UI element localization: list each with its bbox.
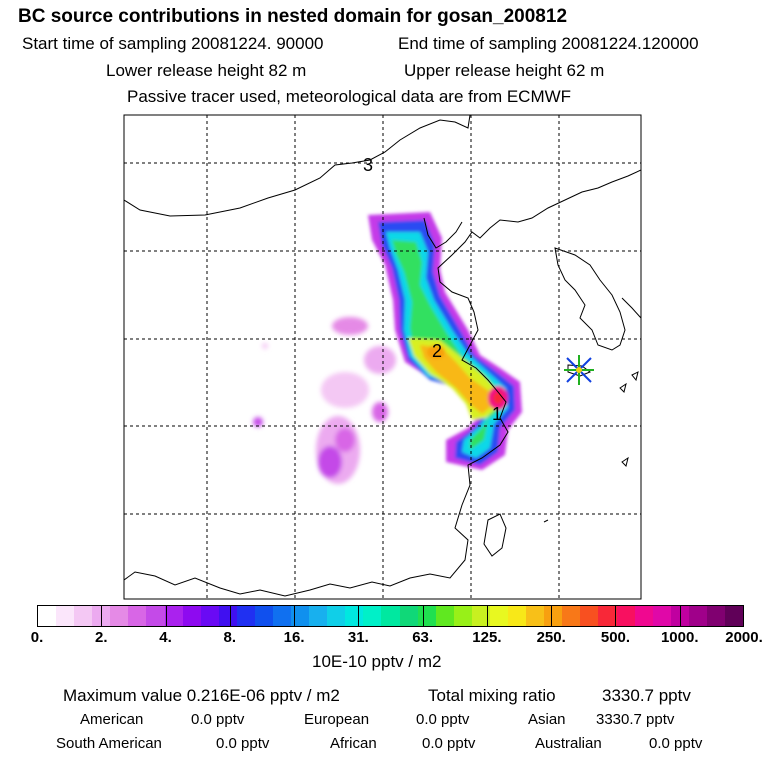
american-value: 0.0 pptv: [191, 711, 245, 728]
receptor-star-icon: [564, 355, 594, 385]
colorbar-segment: [273, 606, 292, 626]
european-label: European: [304, 711, 370, 728]
asian-value: 3330.7 pptv: [596, 711, 675, 728]
colorbar-segment: [598, 606, 617, 626]
colorbar-segment: [345, 606, 364, 626]
secondary-sources: [253, 317, 396, 484]
colorbar-tick-label: 2.: [95, 629, 108, 646]
plume-orange: [420, 345, 494, 414]
colorbar-divider: [615, 605, 617, 627]
colorbar-segment: [291, 606, 310, 626]
colorbar-tick-label: 250.: [536, 629, 566, 646]
upper-release-height: Upper release height 62 m: [404, 61, 605, 80]
colorbar-tick-label: 63.: [412, 629, 434, 646]
colorbar-segment: [74, 606, 93, 626]
african-value: 0.0 pptv: [422, 735, 476, 752]
colorbar-segment: [110, 606, 129, 626]
colorbar-segment: [56, 606, 75, 626]
colorbar-segment: [435, 606, 454, 626]
colorbar-segment: [309, 606, 328, 626]
colorbar-segment: [254, 606, 274, 626]
colorbar-segment: [38, 606, 57, 626]
colorbar-segment: [417, 606, 436, 626]
colorbar-segment: [363, 606, 382, 626]
african-label: African: [330, 735, 377, 752]
colorbar-segment: [526, 606, 545, 626]
colorbar-segment: [706, 606, 725, 626]
colorbar-divider: [551, 605, 553, 627]
colorbar-segment: [200, 606, 219, 626]
colorbar-tick-label: 2000.: [725, 629, 763, 646]
colorbar-divider: [294, 605, 296, 627]
colorbar-tick-label: 31.: [347, 629, 369, 646]
colorbar-segment: [471, 606, 490, 626]
colorbar-segment: [164, 606, 183, 626]
colorbar-segment: [508, 606, 527, 626]
colorbar-divider: [229, 605, 231, 627]
colorbar-segment: [218, 606, 237, 626]
colorbar-segment: [327, 606, 346, 626]
colorbar-segment: [381, 606, 400, 626]
colorbar-tick-label: 125.: [472, 629, 502, 646]
asian-label: Asian: [528, 711, 566, 728]
colorbar-tick-label: 1000.: [660, 629, 699, 646]
colorbar-segment: [182, 606, 201, 626]
colorbar-divider: [165, 605, 167, 627]
total-mixing-ratio-label: Total mixing ratio: [428, 686, 556, 705]
colorbar: [37, 605, 744, 627]
colorbar-segment: [236, 606, 255, 626]
lower-release-height: Lower release height 82 m: [106, 61, 307, 80]
colorbar-segment: [544, 606, 563, 626]
map-frame: [123, 114, 642, 600]
colorbar-segment: [580, 606, 599, 626]
map-marker-1: 1: [492, 404, 502, 424]
plot-title: BC source contributions in nested domain…: [18, 6, 568, 27]
colorbar-tick-label: 0.: [30, 629, 44, 646]
colorbar-segment: [634, 606, 653, 626]
european-value: 0.0 pptv: [416, 711, 470, 728]
maximum-value-label: Maximum value 0.216E-06 pptv / m2: [63, 686, 340, 705]
colorbar-segment: [616, 606, 635, 626]
concentration-plume: [368, 212, 522, 470]
start-time-label: Start time of sampling 20081224. 90000: [22, 34, 324, 53]
total-mixing-ratio-value: 3330.7 pptv: [602, 686, 691, 705]
colorbar-divider: [486, 605, 488, 627]
colorbar-tick-label: 8.: [223, 629, 237, 646]
colorbar-segment: [128, 606, 147, 626]
colorbar-divider: [422, 605, 424, 627]
south-american-label: South American: [56, 735, 162, 752]
colorbar-tick-label: 16.: [283, 629, 305, 646]
colorbar-segment: [724, 606, 744, 626]
colorbar-divider: [679, 605, 681, 627]
colorbar-unit-label: 10E-10 pptv / m2: [312, 652, 442, 671]
coastlines: [124, 115, 641, 597]
colorbar-segment: [453, 606, 472, 626]
colorbar-tick-label: 500.: [600, 629, 631, 646]
colorbar-tick-label: 4.: [159, 629, 172, 646]
colorbar-segment: [489, 606, 509, 626]
colorbar-segment: [652, 606, 671, 626]
end-time-label: End time of sampling 20081224.120000: [398, 34, 699, 53]
colorbar-segment: [399, 606, 418, 626]
colorbar-segment: [688, 606, 707, 626]
colorbar-divider: [101, 605, 103, 627]
australian-label: Australian: [535, 735, 602, 752]
american-label: American: [80, 711, 144, 728]
lat-lon-grid: [124, 115, 641, 599]
map-marker-3: 3: [363, 155, 373, 175]
colorbar-segment: [146, 606, 165, 626]
australian-value: 0.0 pptv: [649, 735, 703, 752]
south-american-value: 0.0 pptv: [216, 735, 270, 752]
colorbar-segment: [562, 606, 581, 626]
colorbar-divider: [358, 605, 360, 627]
map-marker-2: 2: [432, 341, 442, 361]
tracer-note: Passive tracer used, meteorological data…: [127, 87, 572, 106]
